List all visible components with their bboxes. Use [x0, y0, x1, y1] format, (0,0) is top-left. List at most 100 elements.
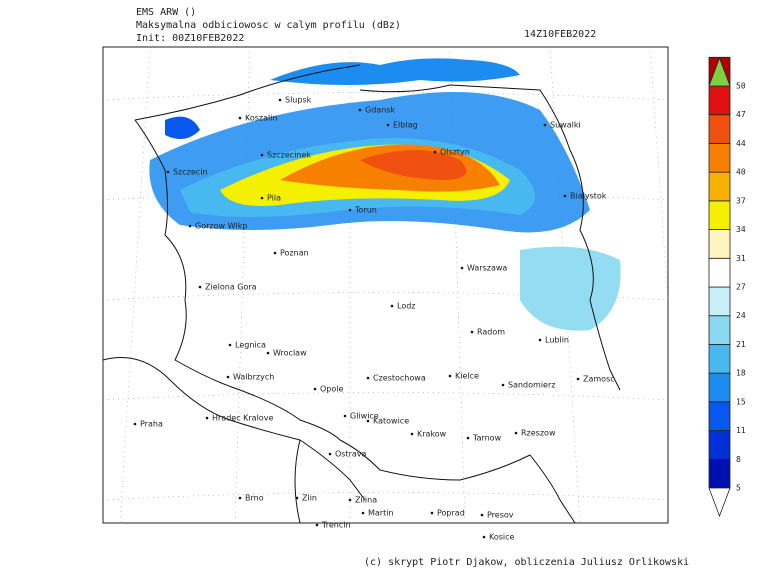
city-marker [226, 375, 230, 379]
colorbar-label: 11 [736, 426, 746, 435]
city-label: Szczecinek [267, 151, 311, 160]
colorbar-box [708, 85, 731, 116]
city-labels: Slupsk Gdansk Koszalin Elblag Suwalki Szczeci… [133, 96, 615, 542]
city-marker [430, 511, 434, 515]
colorbar: 5 8 11 15 18 21 24 27 31 34 37 40 44 47 50 [708, 56, 746, 518]
city-label: Radom [477, 328, 505, 337]
colorbar-box [708, 430, 731, 460]
colorbar-box [708, 171, 731, 202]
model-title: EMS ARW () [136, 7, 196, 18]
city-label: Zamosc [583, 375, 615, 384]
city-label: Praha [140, 420, 163, 429]
city-marker [238, 496, 242, 500]
city-label: Legnica [235, 341, 266, 350]
colorbar-label: 40 [736, 168, 746, 177]
city-marker [348, 208, 352, 212]
city-marker [228, 343, 232, 347]
city-label: Czestochowa [373, 374, 426, 383]
city-label: Wroclaw [273, 349, 307, 358]
city-marker [260, 196, 264, 200]
city-marker [410, 432, 414, 436]
city-marker [466, 436, 470, 440]
city-label: Gdansk [365, 106, 395, 115]
city-marker [166, 170, 170, 174]
city-marker [188, 224, 192, 228]
colorbar-label: 8 [736, 455, 741, 464]
colorbar-label: 21 [736, 340, 746, 349]
city-label: Katowice [373, 417, 409, 426]
colorbar-box [708, 257, 731, 288]
colorbar-box [708, 458, 731, 489]
city-marker [328, 452, 332, 456]
city-marker [563, 194, 567, 198]
colorbar-box [708, 114, 731, 144]
city-label: Warszawa [467, 264, 507, 273]
city-marker [361, 511, 365, 515]
colorbar-label: 5 [736, 484, 741, 493]
city-marker [133, 422, 137, 426]
city-marker [366, 419, 370, 423]
colorbar-label: 37 [736, 196, 746, 205]
colorbar-label: 44 [736, 139, 746, 148]
city-label: Szczecin [173, 168, 208, 177]
city-label: Tarnow [472, 434, 502, 443]
city-marker [538, 338, 542, 342]
city-label: Kielce [455, 372, 479, 381]
colorbar-box [708, 372, 731, 403]
credit: (c) skrypt Piotr Djakow, obliczenia Juli… [364, 557, 689, 568]
colorbar-box [708, 401, 731, 431]
city-marker [501, 383, 505, 387]
city-marker [205, 416, 209, 420]
colorbar-over [708, 56, 731, 87]
city-marker [198, 285, 202, 289]
city-marker [266, 351, 270, 355]
city-marker [313, 387, 317, 391]
city-marker [273, 251, 277, 255]
map-area: Slupsk Gdansk Koszalin Elblag Suwalki Szczeci… [102, 46, 669, 542]
city-marker [482, 535, 486, 539]
colorbar-box [708, 229, 731, 259]
colorbar-label: 24 [736, 311, 746, 320]
city-label: Lublin [545, 336, 569, 345]
city-label: Zilina [355, 496, 377, 505]
city-label: Koszalin [245, 114, 278, 123]
colorbar-label: 27 [736, 283, 746, 292]
city-marker [260, 153, 264, 157]
city-marker [366, 376, 370, 380]
borders [102, 64, 621, 524]
init-time: Init: 00Z10FEB2022 [136, 33, 244, 44]
city-label: Zlin [302, 494, 317, 503]
city-label: Opole [320, 385, 343, 394]
city-marker [390, 304, 394, 308]
city-label: Rzeszow [521, 429, 556, 438]
city-label: Hradec Kralove [212, 414, 273, 423]
city-label: Zielona Gora [205, 283, 257, 292]
colorbar-label: 34 [736, 225, 746, 234]
city-marker [470, 330, 474, 334]
colorbar-label: 50 [736, 82, 746, 91]
colorbar-box [708, 143, 731, 173]
city-label: Poznan [280, 249, 309, 258]
city-label: Martin [368, 509, 394, 518]
colorbar-label: 47 [736, 110, 746, 119]
city-label: Kosice [489, 533, 515, 542]
colorbar-box [708, 286, 731, 317]
city-marker [343, 414, 347, 418]
colorbar-box [708, 200, 731, 230]
city-label: Sandomierz [508, 381, 555, 390]
city-marker [576, 377, 580, 381]
city-label: Presov [487, 511, 514, 520]
city-marker [386, 123, 390, 127]
city-marker [348, 498, 352, 502]
city-label: Torun [354, 206, 377, 215]
city-label: Slupsk [285, 96, 312, 105]
city-marker [278, 98, 282, 102]
city-label: Walbrzych [233, 373, 274, 382]
colorbar-under [708, 487, 731, 518]
city-marker [514, 431, 518, 435]
city-label: Trencin [321, 521, 351, 530]
city-label: Gliwice [350, 412, 379, 421]
city-label: Ostrava [335, 450, 367, 459]
city-marker [448, 374, 452, 378]
